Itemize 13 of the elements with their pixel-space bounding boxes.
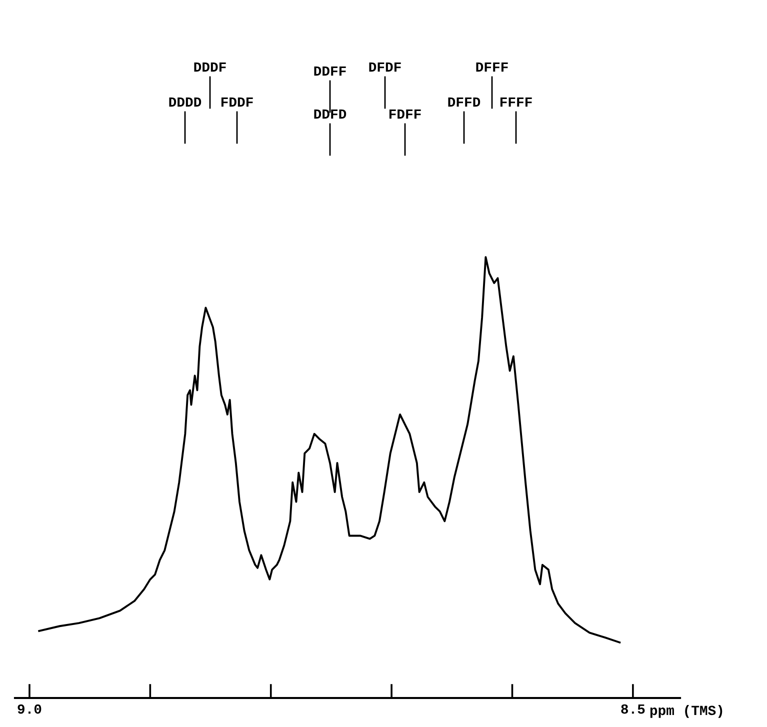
text: DDFF [314, 66, 346, 76]
text: DDFD [314, 109, 346, 119]
text: DFFD [448, 97, 480, 107]
text: DDDD [169, 97, 202, 107]
x-tick-label: 9.0 [18, 704, 42, 714]
text: FDDF [221, 97, 253, 107]
text: DFDF [369, 62, 401, 72]
x-axis-title: ppm (TMS) [650, 704, 722, 718]
text: FDFF [389, 109, 421, 119]
x-tick-label: 8.5 [621, 704, 645, 714]
text: FFFF [500, 97, 532, 107]
text: DFFF [476, 62, 508, 72]
text: DDDF [194, 62, 226, 72]
